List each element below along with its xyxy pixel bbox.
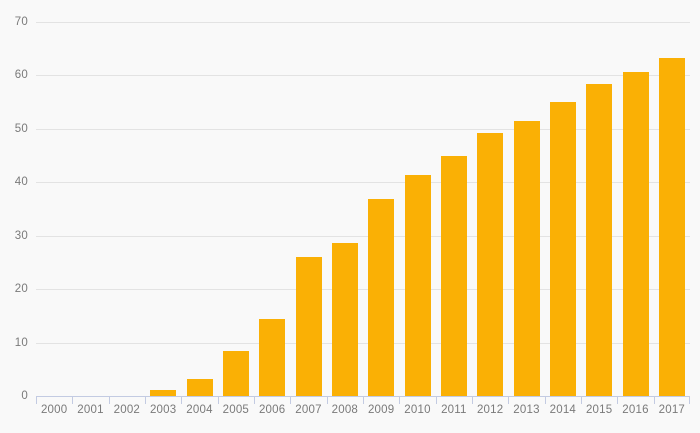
x-axis-line <box>36 396 690 397</box>
x-axis-tick-label: 2002 <box>113 404 141 416</box>
x-axis-tick-label: 2016 <box>622 404 649 416</box>
y-axis-tick-label: 40 <box>14 176 28 189</box>
y-axis-tick-label: 20 <box>14 283 28 296</box>
x-axis-tick-label: 2001 <box>77 404 104 416</box>
y-axis-labels: 0 10 20 30 40 50 60 70 <box>0 0 36 433</box>
y-axis-tick-label: 0 <box>21 390 28 402</box>
x-axis-tick <box>472 397 473 404</box>
x-axis-tick <box>217 397 219 404</box>
bar[interactable] <box>331 243 358 396</box>
x-axis-tick-label: 2011 <box>441 404 467 416</box>
x-axis-tick <box>254 397 255 404</box>
bar[interactable] <box>586 83 613 396</box>
x-axis-tick <box>108 397 110 404</box>
x-axis-tick <box>544 397 546 404</box>
y-axis-tick-label: 50 <box>14 122 28 135</box>
bar[interactable] <box>404 174 431 396</box>
x-axis-tick-label: 2000 <box>40 404 68 416</box>
bar[interactable] <box>549 102 576 396</box>
x-axis-tick-label: 2007 <box>295 404 322 416</box>
x-axis-tick <box>689 397 690 404</box>
x-axis-tick <box>72 397 74 404</box>
x-axis-tick <box>435 397 437 404</box>
bar[interactable] <box>150 389 177 396</box>
x-axis-tick-label: 2005 <box>222 404 250 416</box>
y-axis-tick-label: 60 <box>14 69 28 82</box>
x-axis-tick-label: 2008 <box>331 404 359 416</box>
x-axis-tick <box>617 397 619 404</box>
x-axis-tick <box>181 397 183 404</box>
x-axis-tick <box>363 397 364 404</box>
x-axis-tick <box>508 397 510 404</box>
x-axis-tick-label: 2010 <box>404 404 431 416</box>
x-axis-tick <box>399 397 401 404</box>
x-axis-tick-label: 2017 <box>658 404 686 416</box>
x-axis-tick-label: 2015 <box>585 404 613 416</box>
bar[interactable] <box>658 57 685 396</box>
x-axis-labels: 2000 2001 2002 2003 2004 2005 2006 2007 2008 2009… <box>36 404 690 424</box>
bar[interactable] <box>368 199 395 396</box>
x-axis-tick-label: 2006 <box>258 404 286 416</box>
x-axis-tick-label: 2003 <box>149 404 177 416</box>
x-axis-tick-label: 2013 <box>513 404 540 416</box>
x-axis-tick <box>290 397 292 404</box>
bar[interactable] <box>440 155 467 396</box>
y-axis-tick-label: 10 <box>14 336 28 349</box>
bar[interactable] <box>259 318 286 396</box>
bar[interactable] <box>295 257 322 396</box>
bar[interactable] <box>222 350 249 396</box>
x-axis-tick <box>145 397 146 404</box>
x-axis-tick <box>653 397 655 404</box>
x-axis-tick-label: 2012 <box>476 404 504 416</box>
bar[interactable] <box>477 133 504 396</box>
bar[interactable] <box>622 71 649 396</box>
bar-series <box>36 22 690 396</box>
x-axis-tick-label: 2014 <box>549 404 577 416</box>
bar[interactable] <box>186 378 213 396</box>
x-axis-tick-label: 2004 <box>186 404 213 416</box>
x-axis-tick-label: 2009 <box>367 404 395 416</box>
y-axis-tick-label: 70 <box>14 16 28 28</box>
x-axis-tick <box>326 397 328 404</box>
x-axis-tick <box>581 397 582 404</box>
y-axis-tick-label: 30 <box>14 229 28 242</box>
bar[interactable] <box>513 121 540 396</box>
x-axis-tick <box>36 397 37 404</box>
